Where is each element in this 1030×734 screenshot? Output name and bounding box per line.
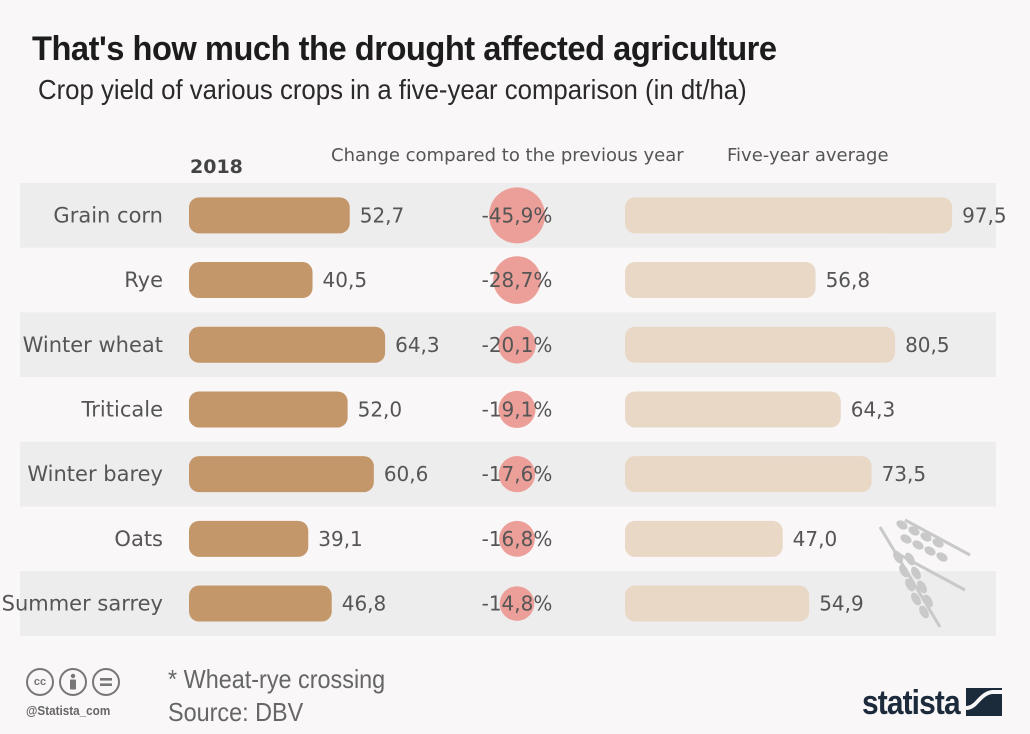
category-label: Grain corn — [53, 203, 163, 227]
category-label: Triticale — [81, 397, 163, 421]
change-circle — [489, 187, 545, 244]
bar-average — [625, 326, 896, 363]
change-label: -19,1% — [482, 397, 553, 421]
bar-2018 — [189, 520, 309, 557]
column-header-change: Change compared to the previous year — [331, 145, 684, 166]
no-derivatives-icon — [92, 668, 120, 696]
change-label: -45,9% — [482, 203, 553, 227]
value-label-2018: 46,8 — [342, 592, 387, 616]
value-label-2018: 39,1 — [318, 527, 363, 551]
bar-2018 — [189, 262, 313, 299]
chart-subtitle: Crop yield of various crops in a five-ye… — [38, 74, 747, 105]
value-label-2018: 52,0 — [358, 397, 403, 421]
change-circle — [498, 455, 536, 493]
change-label: -20,1% — [482, 333, 553, 357]
change-label: -28,7% — [482, 268, 553, 292]
value-label-average: 56,8 — [826, 268, 871, 292]
value-label-average: 97,5 — [962, 203, 1007, 227]
bar-2018 — [189, 585, 332, 622]
attribution-icon — [59, 668, 87, 696]
change-label: -14,8% — [482, 592, 553, 616]
bar-average — [625, 456, 872, 493]
change-label: -17,6% — [482, 462, 553, 486]
value-label-average: 54,9 — [819, 592, 864, 616]
value-label-average: 64,3 — [851, 397, 896, 421]
value-label-average: 80,5 — [905, 333, 950, 357]
change-circle — [499, 586, 535, 621]
bar-2018 — [189, 326, 386, 363]
value-label-2018: 52,7 — [360, 203, 405, 227]
change-circle — [498, 325, 536, 364]
category-label: Rye — [124, 268, 163, 292]
statista-logo-text[interactable]: statista — [862, 684, 961, 722]
value-label-2018: 40,5 — [323, 268, 368, 292]
change-label: -16,8% — [482, 527, 553, 551]
category-label: Oats — [114, 527, 163, 551]
bar-average — [625, 262, 816, 299]
cc-icon: cc — [26, 668, 54, 696]
change-circle — [499, 520, 535, 557]
category-label: Winter barey — [27, 462, 163, 486]
bar-average — [625, 391, 841, 428]
bar-average — [625, 520, 783, 557]
social-handle: @Statista_com — [26, 703, 111, 718]
column-header-average: Five-year average — [727, 145, 889, 166]
value-label-2018: 60,6 — [384, 462, 429, 486]
bar-average — [625, 585, 810, 622]
value-label-2018: 64,3 — [395, 333, 440, 357]
change-circle — [493, 256, 541, 304]
wheat-icon — [878, 518, 971, 628]
value-label-average: 73,5 — [882, 462, 927, 486]
bar-2018 — [189, 391, 348, 428]
chart-title: That's how much the drought affected agr… — [32, 30, 777, 68]
license-icons: cc — [26, 668, 120, 696]
source-note: Source: DBV — [168, 697, 304, 727]
statista-logo-icon[interactable] — [966, 688, 1002, 716]
bar-average — [625, 197, 953, 234]
footnote: * Wheat-rye crossing — [168, 664, 386, 694]
value-label-average: 47,0 — [793, 527, 838, 551]
bar-2018 — [189, 456, 374, 493]
change-circle — [498, 390, 536, 429]
category-label: Summer sarrey — [2, 592, 163, 616]
category-label: Winter wheat — [23, 333, 163, 357]
bar-2018 — [189, 197, 350, 234]
column-header-2018: 2018 — [190, 156, 243, 178]
